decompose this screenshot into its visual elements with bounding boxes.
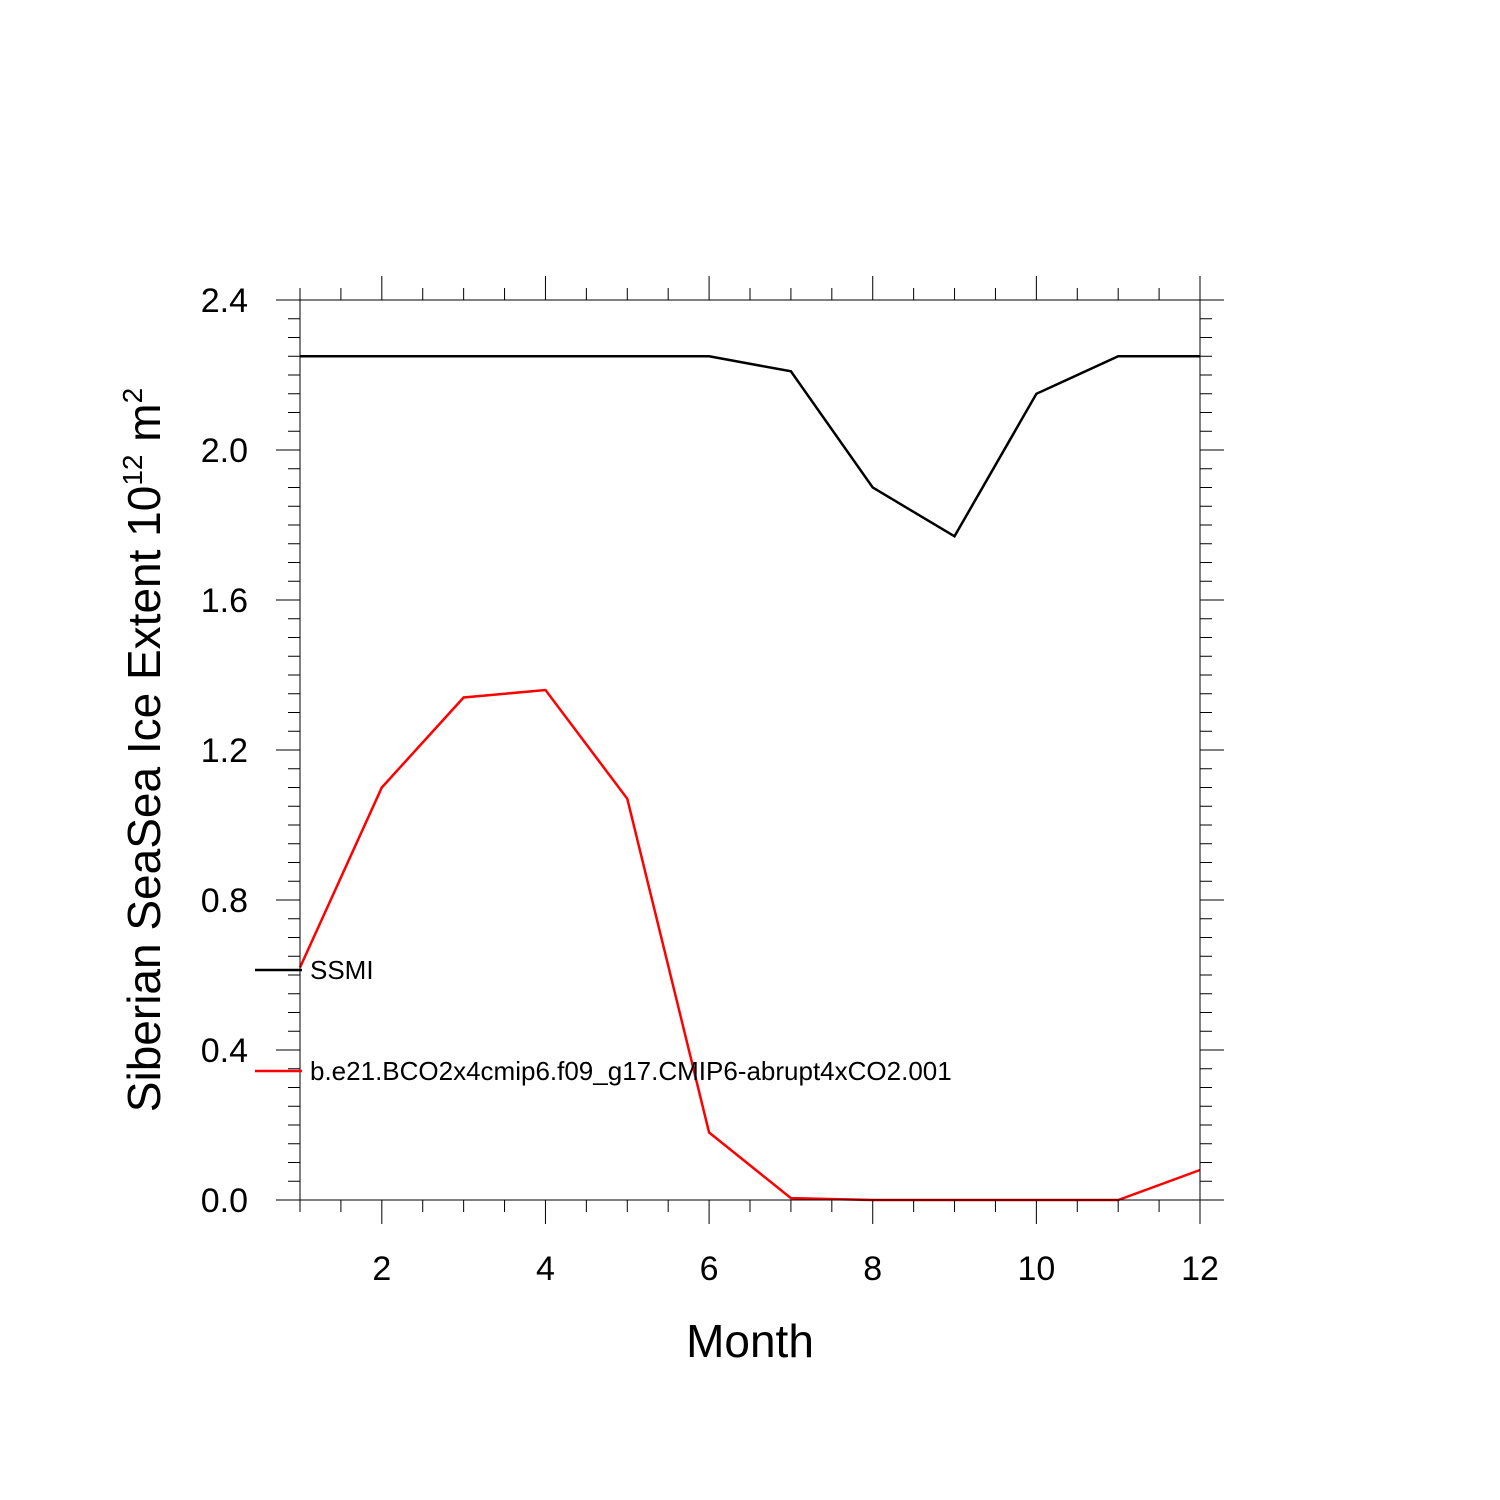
legend-label: SSMI: [310, 955, 374, 985]
x-tick-label: 12: [1181, 1250, 1219, 1288]
x-axis-title: Month: [686, 1315, 814, 1367]
y-tick-label: 0.4: [201, 1032, 248, 1070]
y-axis-title-text: Siberian SeaSea Ice Extent 10: [118, 486, 170, 1113]
series-line-2: [298, 688, 1201, 1202]
tick-labels: 0.0 0.4 0.8 1.2 1.6 2.0 2.4 2 4 6 8 10 12: [201, 282, 1219, 1288]
y-tick-label: 0.0: [201, 1182, 248, 1220]
axis-ticks: [276, 276, 1224, 1224]
y-tick-label: 2.4: [201, 282, 248, 320]
y-axis-title-unit: m: [118, 403, 170, 454]
y-tick-label: 0.8: [201, 882, 248, 920]
x-tick-label: 10: [1017, 1250, 1055, 1288]
x-tick-label: 8: [863, 1250, 882, 1288]
y-tick-label: 1.2: [201, 732, 248, 770]
series-line-1: [300, 355, 1200, 539]
y-axis-title: Siberian SeaSea Ice Extent 1012 m2: [117, 388, 170, 1112]
legend: SSMI b.e21.BCO2x4cmip6.f09_g17.CMIP6-abru…: [255, 955, 952, 1086]
y-tick-label: 1.6: [201, 582, 248, 620]
y-axis-title-unit-exponent: 2: [117, 388, 148, 404]
x-tick-label: 6: [700, 1250, 719, 1288]
y-tick-label: 2.0: [201, 432, 248, 470]
y-axis-title-exponent: 12: [117, 455, 148, 486]
legend-label: b.e21.BCO2x4cmip6.f09_g17.CMIP6-abrupt4x…: [310, 1056, 952, 1086]
x-tick-label: 2: [372, 1250, 391, 1288]
x-tick-label: 4: [536, 1250, 555, 1288]
